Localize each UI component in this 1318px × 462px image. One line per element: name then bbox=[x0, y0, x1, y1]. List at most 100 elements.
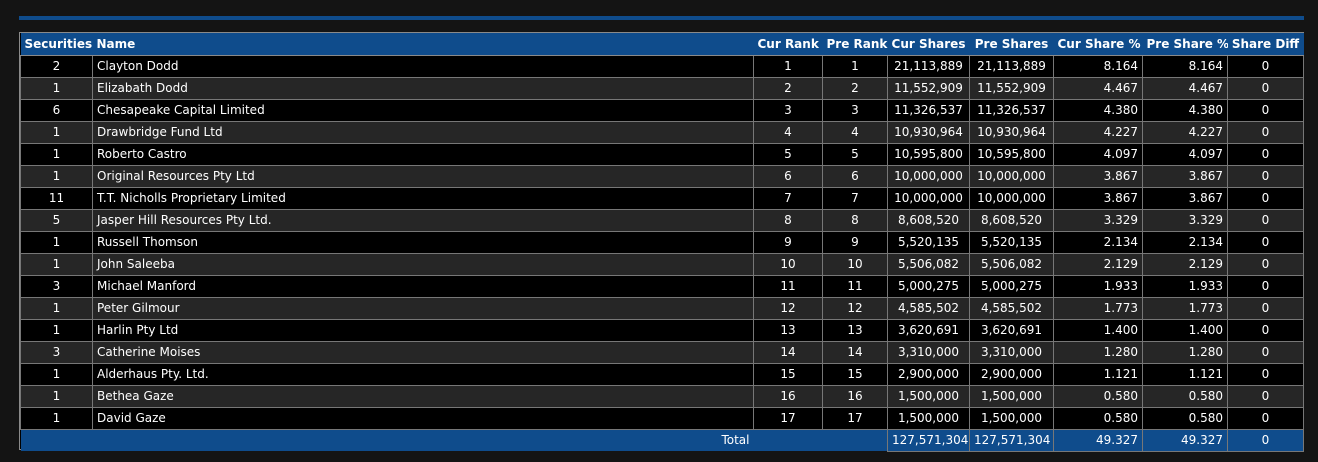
cell-name: Roberto Castro bbox=[92, 143, 754, 166]
cell-cur-rank: 11 bbox=[753, 275, 823, 298]
cell-cur-rank: 3 bbox=[753, 99, 823, 122]
cell-pre-share-pct: 4.380 bbox=[1142, 99, 1228, 122]
table-row[interactable]: 1 Peter Gilmour 12 12 4,585,502 4,585,502 1.77… bbox=[20, 297, 1304, 320]
cell-name: Catherine Moises bbox=[92, 341, 754, 364]
header-pre-rank[interactable]: Pre Rank bbox=[822, 33, 888, 56]
cell-pre-share-pct: 8.164 bbox=[1142, 55, 1228, 78]
header-cur-shares[interactable]: Cur Shares bbox=[887, 33, 970, 56]
cell-share-diff: 0 bbox=[1227, 165, 1304, 188]
table-row[interactable]: 2 Clayton Dodd 1 1 21,113,889 21,113,889 8.164… bbox=[20, 55, 1304, 78]
top-accent-bar bbox=[19, 16, 1304, 20]
cell-cur-shares: 10,000,000 bbox=[887, 187, 970, 210]
cell-pre-shares: 11,326,537 bbox=[969, 99, 1054, 122]
cell-pre-rank: 3 bbox=[822, 99, 888, 122]
cell-cur-rank: 14 bbox=[753, 341, 823, 364]
cell-cur-shares: 8,608,520 bbox=[887, 209, 970, 232]
cell-securities: 11 bbox=[20, 187, 93, 210]
table-row[interactable]: 3 Michael Manford 11 11 5,000,275 5,000,275 1.… bbox=[20, 275, 1304, 298]
cell-securities: 1 bbox=[20, 319, 93, 342]
header-name[interactable]: Name bbox=[92, 33, 754, 56]
header-cur-share-pct[interactable]: Cur Share % bbox=[1053, 33, 1143, 56]
cell-name: Jasper Hill Resources Pty Ltd. bbox=[92, 209, 754, 232]
cell-pre-shares: 10,000,000 bbox=[969, 165, 1054, 188]
cell-cur-rank: 10 bbox=[753, 253, 823, 276]
cell-pre-shares: 10,930,964 bbox=[969, 121, 1054, 144]
cell-pre-rank: 4 bbox=[822, 121, 888, 144]
shareholders-table: Securities Name Cur Rank Pre Rank Cur Sh… bbox=[20, 33, 1304, 452]
cell-share-diff: 0 bbox=[1227, 319, 1304, 342]
cell-securities: 1 bbox=[20, 77, 93, 100]
total-cur-shares: 127,571,304 bbox=[887, 428, 970, 452]
cell-securities: 1 bbox=[20, 363, 93, 386]
cell-pre-rank: 8 bbox=[822, 209, 888, 232]
cell-cur-shares: 3,310,000 bbox=[887, 341, 970, 364]
header-pre-share-pct[interactable]: Pre Share % bbox=[1142, 33, 1228, 56]
table-total-row: Total 127,571,304 127,571,304 49.327 49.… bbox=[20, 428, 1304, 452]
cell-pre-share-pct: 3.867 bbox=[1142, 187, 1228, 210]
cell-cur-shares: 1,500,000 bbox=[887, 385, 970, 408]
cell-cur-share-pct: 4.227 bbox=[1053, 121, 1143, 144]
cell-share-diff: 0 bbox=[1227, 209, 1304, 232]
cell-cur-rank: 13 bbox=[753, 319, 823, 342]
cell-cur-shares: 1,500,000 bbox=[887, 407, 970, 430]
table-row[interactable]: 1 Bethea Gaze 16 16 1,500,000 1,500,000 0.580 0… bbox=[20, 385, 1304, 408]
cell-share-diff: 0 bbox=[1227, 341, 1304, 364]
cell-cur-share-pct: 1.280 bbox=[1053, 341, 1143, 364]
cell-pre-share-pct: 2.134 bbox=[1142, 231, 1228, 254]
cell-pre-shares: 10,000,000 bbox=[969, 187, 1054, 210]
cell-cur-rank: 1 bbox=[753, 55, 823, 78]
table-row[interactable]: 1 Alderhaus Pty. Ltd. 15 15 2,900,000 2,900,0… bbox=[20, 363, 1304, 386]
cell-name: Michael Manford bbox=[92, 275, 754, 298]
table-row[interactable]: 1 Elizabath Dodd 2 2 11,552,909 11,552,909 4.4… bbox=[20, 77, 1304, 100]
table-row[interactable]: 6 Chesapeake Capital Limited 3 3 11,326,537 1… bbox=[20, 99, 1304, 122]
cell-pre-share-pct: 2.129 bbox=[1142, 253, 1228, 276]
cell-cur-share-pct: 3.867 bbox=[1053, 187, 1143, 210]
cell-cur-share-pct: 3.329 bbox=[1053, 209, 1143, 232]
cell-pre-share-pct: 4.097 bbox=[1142, 143, 1228, 166]
cell-pre-rank: 6 bbox=[822, 165, 888, 188]
cell-cur-shares: 2,900,000 bbox=[887, 363, 970, 386]
cell-share-diff: 0 bbox=[1227, 55, 1304, 78]
header-share-diff[interactable]: Share Diff bbox=[1227, 33, 1304, 56]
cell-cur-rank: 12 bbox=[753, 297, 823, 320]
cell-cur-shares: 5,506,082 bbox=[887, 253, 970, 276]
table-row[interactable]: 1 Russell Thomson 9 9 5,520,135 5,520,135 2.13… bbox=[20, 231, 1304, 254]
cell-share-diff: 0 bbox=[1227, 231, 1304, 254]
header-pre-shares[interactable]: Pre Shares bbox=[969, 33, 1054, 56]
table-row[interactable]: 3 Catherine Moises 14 14 3,310,000 3,310,000 1… bbox=[20, 341, 1304, 364]
table-row[interactable]: 1 Drawbridge Fund Ltd 4 4 10,930,964 10,930,9… bbox=[20, 121, 1304, 144]
cell-pre-shares: 2,900,000 bbox=[969, 363, 1054, 386]
cell-securities: 1 bbox=[20, 253, 93, 276]
table-row[interactable]: 11 T.T. Nicholls Proprietary Limited 7 7 10,… bbox=[20, 187, 1304, 210]
total-cur-share-pct: 49.327 bbox=[1053, 428, 1143, 452]
cell-name: Original Resources Pty Ltd bbox=[92, 165, 754, 188]
cell-pre-shares: 3,620,691 bbox=[969, 319, 1054, 342]
header-securities[interactable]: Securities bbox=[20, 33, 93, 56]
table-row[interactable]: 5 Jasper Hill Resources Pty Ltd. 8 8 8,608,5… bbox=[20, 209, 1304, 232]
table-row[interactable]: 1 Original Resources Pty Ltd 6 6 10,000,000 1… bbox=[20, 165, 1304, 188]
cell-name: Russell Thomson bbox=[92, 231, 754, 254]
cell-pre-shares: 10,595,800 bbox=[969, 143, 1054, 166]
header-cur-rank[interactable]: Cur Rank bbox=[753, 33, 823, 56]
cell-cur-shares: 10,595,800 bbox=[887, 143, 970, 166]
cell-share-diff: 0 bbox=[1227, 275, 1304, 298]
total-pre-share-pct: 49.327 bbox=[1142, 428, 1228, 452]
total-blank-cell bbox=[20, 429, 93, 451]
cell-name: Chesapeake Capital Limited bbox=[92, 99, 754, 122]
cell-pre-rank: 15 bbox=[822, 363, 888, 386]
cell-cur-rank: 15 bbox=[753, 363, 823, 386]
cell-pre-rank: 16 bbox=[822, 385, 888, 408]
table-row[interactable]: 1 David Gaze 17 17 1,500,000 1,500,000 0.580 0.… bbox=[20, 407, 1304, 430]
table-row[interactable]: 1 Harlin Pty Ltd 13 13 3,620,691 3,620,691 1.4… bbox=[20, 319, 1304, 342]
cell-pre-shares: 5,506,082 bbox=[969, 253, 1054, 276]
cell-securities: 1 bbox=[20, 165, 93, 188]
table-header-row: Securities Name Cur Rank Pre Rank Cur Sh… bbox=[20, 33, 1304, 56]
cell-securities: 1 bbox=[20, 121, 93, 144]
table-row[interactable]: 1 John Saleeba 10 10 5,506,082 5,506,082 2.129… bbox=[20, 253, 1304, 276]
cell-pre-rank: 7 bbox=[822, 187, 888, 210]
cell-pre-rank: 9 bbox=[822, 231, 888, 254]
cell-name: T.T. Nicholls Proprietary Limited bbox=[92, 187, 754, 210]
table-row[interactable]: 1 Roberto Castro 5 5 10,595,800 10,595,800 4.0… bbox=[20, 143, 1304, 166]
cell-pre-shares: 11,552,909 bbox=[969, 77, 1054, 100]
cell-securities: 3 bbox=[20, 275, 93, 298]
